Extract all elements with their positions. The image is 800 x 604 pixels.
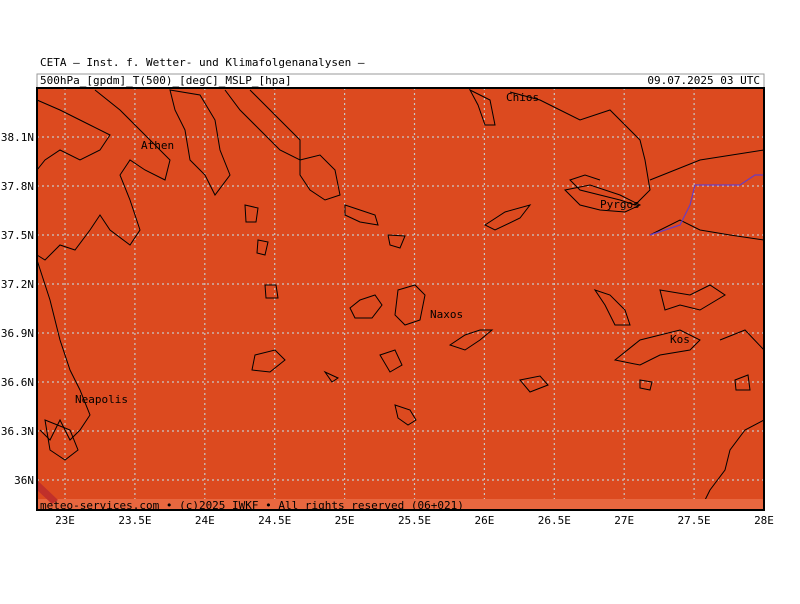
lat-label: 36.3N (1, 425, 34, 438)
lon-label: 27E (614, 514, 634, 527)
lon-label: 25E (335, 514, 355, 527)
lon-label: 28E (754, 514, 774, 527)
lat-label: 36.9N (1, 327, 34, 340)
lat-label: 36.6N (1, 376, 34, 389)
lat-label: 37.5N (1, 229, 34, 242)
header-variables: 500hPa_[gpdm]_T(500)_[degC]_MSLP_[hpa] (40, 74, 292, 87)
lon-label: 26.5E (538, 514, 571, 527)
place-label: Kos (670, 333, 690, 346)
coastlines (36, 88, 765, 511)
place-label: Pyrgos (600, 198, 640, 211)
header-title: CETA — Inst. f. Wetter- und Klimafolgena… (40, 56, 365, 69)
corner-shading (37, 480, 58, 504)
place-labels: Chios Athen Pyrgos Naxos Kos Neapolis (75, 91, 690, 406)
axes: 38.1N 37.8N 37.5N 37.2N 36.9N 36.6N 36.3N 36N 23… (1, 131, 774, 527)
lat-label: 38.1N (1, 131, 34, 144)
lat-label: 37.8N (1, 180, 34, 193)
place-label: Athen (141, 139, 174, 152)
lon-label: 25.5E (398, 514, 431, 527)
map-frame (36, 87, 765, 511)
place-label: Chios (506, 91, 539, 104)
header-datetime: 09.07.2025 03 UTC (647, 74, 760, 87)
lon-label: 24.5E (258, 514, 291, 527)
lat-label: 37.2N (1, 278, 34, 291)
lon-label: 24E (195, 514, 215, 527)
place-label: Neapolis (75, 393, 128, 406)
footer-bar (37, 499, 764, 510)
lon-label: 26E (474, 514, 494, 527)
place-label: Naxos (430, 308, 463, 321)
lon-label: 23.5E (118, 514, 151, 527)
footer-text: meteo-services.com • (c)2025 IWKF • All … (40, 499, 464, 512)
lon-label: 27.5E (678, 514, 711, 527)
map-area (37, 88, 764, 510)
lat-label: 36N (14, 474, 34, 487)
lon-label: 23E (55, 514, 75, 527)
